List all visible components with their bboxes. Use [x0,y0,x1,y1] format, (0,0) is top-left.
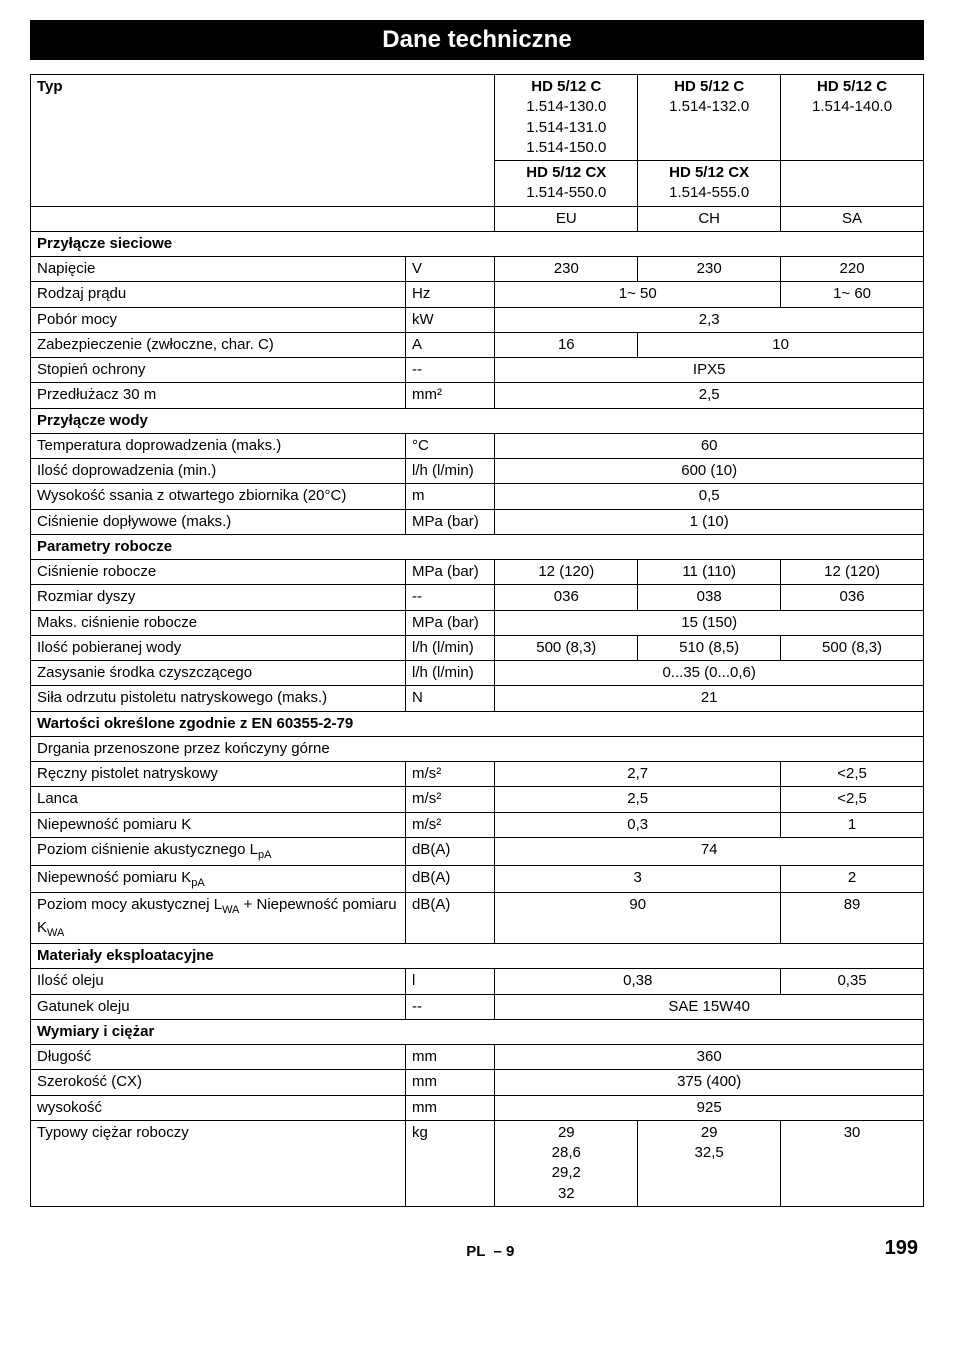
model-col3-empty [781,161,924,207]
table-row: Parametry robocze [31,534,924,559]
section-materialy: Materiały eksploatacyjne [31,944,924,969]
table-row: Przyłącze sieciowe [31,231,924,256]
table-row: Ciśnienie dopływowe (maks.) MPa (bar) 1 … [31,509,924,534]
footer-page-rel: – 9 [494,1243,515,1260]
table-row: Ilość oleju l 0,38 0,35 [31,969,924,994]
section-wymiary: Wymiary i ciężar [31,1019,924,1044]
model-cx2: HD 5/12 CX 1.514-555.0 [638,161,781,207]
model-col2: HD 5/12 C 1.514-132.0 [638,75,781,161]
model-cx1: HD 5/12 CX 1.514-550.0 [495,161,638,207]
table-row: Lanca m/s² 2,5 <2,5 [31,787,924,812]
table-row: Materiały eksploatacyjne [31,944,924,969]
table-row: Wysokość ssania z otwartego zbiornika (2… [31,484,924,509]
table-row: Zabezpieczenie (zwłoczne, char. C) A 16 … [31,332,924,357]
table-row: Pobór mocy kW 2,3 [31,307,924,332]
table-row: Rozmiar dyszy -- 036 038 036 [31,585,924,610]
table-row: Przedłużacz 30 m mm² 2,5 [31,383,924,408]
section-wartosci: Wartości określone zgodnie z EN 60355-2-… [31,711,924,736]
table-row: Niepewność pomiaru KpA dB(A) 3 2 [31,865,924,893]
table-row: Temperatura doprowadzenia (maks.) °C 60 [31,433,924,458]
table-row: Gatunek oleju -- SAE 15W40 [31,994,924,1019]
table-row: Napięcie V 230 230 220 [31,257,924,282]
footer-page-abs: 199 [885,1237,918,1260]
table-row: Siła odrzutu pistoletu natryskowego (mak… [31,686,924,711]
table-row: Typ HD 5/12 C 1.514-130.0 1.514-131.0 1.… [31,75,924,161]
typ-label: Typ [31,75,495,207]
table-row: Drgania przenoszone przez kończyny górne [31,736,924,761]
table-row: EU CH SA [31,206,924,231]
table-row: Ilość doprowadzenia (min.) l/h (l/min) 6… [31,459,924,484]
section-sieciowe: Przyłącze sieciowe [31,231,924,256]
table-row: Maks. ciśnienie robocze MPa (bar) 15 (15… [31,610,924,635]
spec-table: Typ HD 5/12 C 1.514-130.0 1.514-131.0 1.… [30,74,924,1207]
region-ch: CH [638,206,781,231]
section-wody: Przyłącze wody [31,408,924,433]
region-eu: EU [495,206,638,231]
table-row: Przyłącze wody [31,408,924,433]
table-row: wysokość mm 925 [31,1095,924,1120]
table-row: Zasysanie środka czyszczącego l/h (l/min… [31,661,924,686]
table-row: Typowy ciężar roboczy kg 29 28,6 29,2 32… [31,1120,924,1206]
model-col1: HD 5/12 C 1.514-130.0 1.514-131.0 1.514-… [495,75,638,161]
table-row: Ilość pobieranej wody l/h (l/min) 500 (8… [31,635,924,660]
page-footer: PL – 9 199 [30,1237,924,1260]
table-row: Długość mm 360 [31,1045,924,1070]
table-row: Szerokość (CX) mm 375 (400) [31,1070,924,1095]
region-sa: SA [781,206,924,231]
table-row: Rodzaj prądu Hz 1~ 50 1~ 60 [31,282,924,307]
table-row: Niepewność pomiaru K m/s² 0,3 1 [31,812,924,837]
section-title: Dane techniczne [30,20,924,60]
table-row: Poziom mocy akustycznej LWA + Niepewność… [31,893,924,944]
table-row: Stopień ochrony -- IPX5 [31,358,924,383]
table-row: Wymiary i ciężar [31,1019,924,1044]
table-row: Ciśnienie robocze MPa (bar) 12 (120) 11 … [31,560,924,585]
table-row: Ręczny pistolet natryskowy m/s² 2,7 <2,5 [31,762,924,787]
section-parametry: Parametry robocze [31,534,924,559]
table-row: Wartości określone zgodnie z EN 60355-2-… [31,711,924,736]
footer-lang: PL [466,1243,485,1260]
table-row: Poziom ciśnienie akustycznego LpA dB(A) … [31,837,924,865]
model-col3: HD 5/12 C 1.514-140.0 [781,75,924,161]
